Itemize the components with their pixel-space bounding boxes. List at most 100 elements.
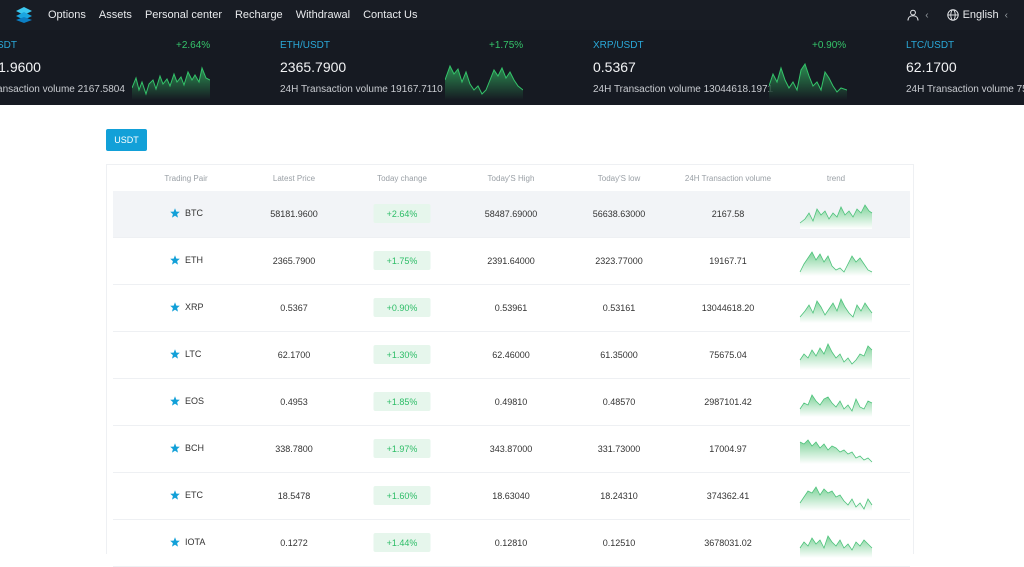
volume-cell: 19167.71 [709, 256, 747, 266]
star-icon[interactable] [170, 490, 180, 500]
table-row[interactable]: BCH 338.7800 +1.97% 343.87000 331.73000 17004… [113, 426, 910, 473]
ticker-eth[interactable]: ETH/USDT +1.75% 2365.7900 24H Transactio… [280, 30, 593, 105]
header-today-low[interactable]: Today'S low [597, 174, 641, 183]
table-row[interactable]: BTC 58181.9600 +2.64% 58487.69000 56638.6300… [113, 191, 910, 238]
pair-cell: IOTA [170, 537, 205, 547]
volume-cell: 13044618.20 [701, 303, 755, 313]
language-chevron-icon[interactable]: ‹ [1004, 9, 1008, 21]
nav-item-options[interactable]: Options [48, 9, 86, 21]
logo-icon[interactable] [15, 6, 33, 24]
header-trading-pair[interactable]: Trading Pair [164, 174, 208, 183]
latest-price-cell: 2365.7900 [272, 256, 316, 266]
ticker-change: +1.75% [489, 40, 524, 51]
today-low-cell: 0.12510 [602, 538, 636, 548]
today-low-cell: 0.53161 [602, 303, 636, 313]
change-badge: +1.60% [373, 486, 431, 505]
change-badge: +1.30% [373, 345, 431, 364]
nav-item-contact-us[interactable]: Contact Us [363, 9, 418, 21]
table-row[interactable]: IOTA 0.1272 +1.44% 0.12810 0.12510 3678031.02 [113, 520, 910, 567]
today-low-cell: 18.24310 [600, 491, 638, 501]
sparkline-chart [799, 297, 873, 323]
change-badge: +1.75% [373, 251, 431, 270]
table-row[interactable]: XRP 0.5367 +0.90% 0.53961 0.53161 13044618.20 [113, 285, 910, 332]
nav-item-personal-center[interactable]: Personal center [144, 9, 222, 21]
pair-name: LTC [185, 349, 202, 359]
sparkline-chart [799, 251, 873, 276]
ticker-xrp[interactable]: XRP/USDT +0.90% 0.5367 24H Transaction v… [593, 30, 906, 105]
latest-price-cell: 0.4953 [280, 397, 308, 407]
pair-cell: BCH [170, 443, 204, 453]
pair-name: EOS [185, 396, 205, 406]
tab-usdt[interactable]: USDT [106, 129, 147, 151]
nav-item-assets[interactable]: Assets [98, 9, 132, 21]
change-badge: +1.85% [373, 392, 431, 411]
star-icon[interactable] [170, 396, 180, 406]
sparkline-chart [799, 204, 873, 229]
star-icon[interactable] [170, 537, 180, 547]
change-badge: +1.97% [373, 439, 431, 458]
pair-cell: LTC [170, 349, 201, 359]
pair-name: IOTA [185, 537, 206, 547]
volume-cell: 2167.58 [711, 209, 745, 219]
volume-cell: 2987101.42 [704, 397, 752, 407]
sparkline-chart [799, 343, 873, 370]
volume-cell: 3678031.02 [704, 538, 752, 548]
pair-cell: EOS [170, 396, 204, 406]
ticker-change: +2.64% [176, 40, 211, 51]
ticker-change: +0.90% [812, 40, 847, 51]
star-icon[interactable] [170, 208, 180, 218]
ticker-price: 2365.7900 [280, 59, 347, 75]
ticker-volume: 24H Transaction volume 2167.5804 [0, 84, 125, 95]
ticker-pair: LTC/USDT [906, 40, 955, 51]
header-volume[interactable]: 24H Transaction volume [684, 174, 772, 183]
change-badge: +1.44% [373, 533, 431, 552]
ticker-price: 0.5367 [593, 59, 636, 75]
pair-cell: ETC [170, 490, 203, 500]
table-row[interactable]: ETC 18.5478 +1.60% 18.63040 18.24310 374362.4… [113, 473, 910, 520]
today-high-cell: 0.53961 [494, 303, 528, 313]
sparkline-chart [799, 394, 873, 417]
star-icon[interactable] [170, 302, 180, 312]
sparkline-chart [799, 535, 873, 558]
main-nav: Options Assets Personal center Recharge … [48, 0, 431, 30]
today-low-cell: 61.35000 [600, 350, 638, 360]
header-latest-price[interactable]: Latest Price [272, 174, 316, 183]
change-badge: +2.64% [373, 204, 431, 223]
ticker-ltc[interactable]: LTC/USDT 62.1700 24H Transaction volume … [906, 30, 1024, 105]
nav-item-recharge[interactable]: Recharge [234, 9, 283, 21]
table-row[interactable]: LTC 62.1700 +1.30% 62.46000 61.35000 75675.04 [113, 332, 910, 379]
nav-item-withdrawal[interactable]: Withdrawal [295, 9, 351, 21]
sparkline-chart [132, 66, 210, 100]
today-high-cell: 62.46000 [492, 350, 530, 360]
star-icon[interactable] [170, 349, 180, 359]
latest-price-cell: 0.5367 [280, 303, 308, 313]
user-icon[interactable] [907, 9, 919, 21]
star-icon[interactable] [170, 443, 180, 453]
language-selector[interactable]: English [962, 9, 999, 21]
ticker-volume: 24H Transaction volume 75675.0400 [906, 84, 1024, 95]
globe-icon[interactable] [946, 9, 959, 21]
ticker-volume: 24H Transaction volume 13044618.1971 [593, 84, 774, 95]
today-low-cell: 0.48570 [602, 397, 636, 407]
today-low-cell: 331.73000 [597, 444, 641, 454]
header-tools: ‹ English ‹ [907, 0, 1008, 30]
ticker-volume: 24H Transaction volume 19167.7110 [280, 84, 443, 95]
sparkline-chart [799, 439, 873, 464]
today-high-cell: 2391.64000 [487, 256, 535, 266]
header-today-high[interactable]: Today'S High [487, 174, 535, 183]
user-menu-chevron-icon[interactable]: ‹ [925, 9, 929, 21]
ticker-strip: BTC/USDT +2.64% 58181.9600 24H Transacti… [0, 30, 1024, 105]
ticker-pair: BTC/USDT [0, 40, 17, 51]
latest-price-cell: 0.1272 [280, 538, 308, 548]
table-row[interactable]: EOS 0.4953 +1.85% 0.49810 0.48570 2987101.42 [113, 379, 910, 426]
market-table: Trading Pair Latest Price Today change T… [106, 164, 914, 567]
table-row[interactable]: ETH 2365.7900 +1.75% 2391.64000 2323.77000 19… [113, 238, 910, 285]
today-low-cell: 56638.63000 [592, 209, 646, 219]
latest-price-cell: 338.7800 [275, 444, 313, 454]
sparkline-chart [769, 62, 847, 100]
ticker-btc[interactable]: BTC/USDT +2.64% 58181.9600 24H Transacti… [0, 30, 280, 105]
pair-name: BCH [185, 443, 205, 453]
star-icon[interactable] [170, 255, 180, 265]
today-high-cell: 18.63040 [492, 491, 530, 501]
header-today-change[interactable]: Today change [377, 174, 427, 183]
